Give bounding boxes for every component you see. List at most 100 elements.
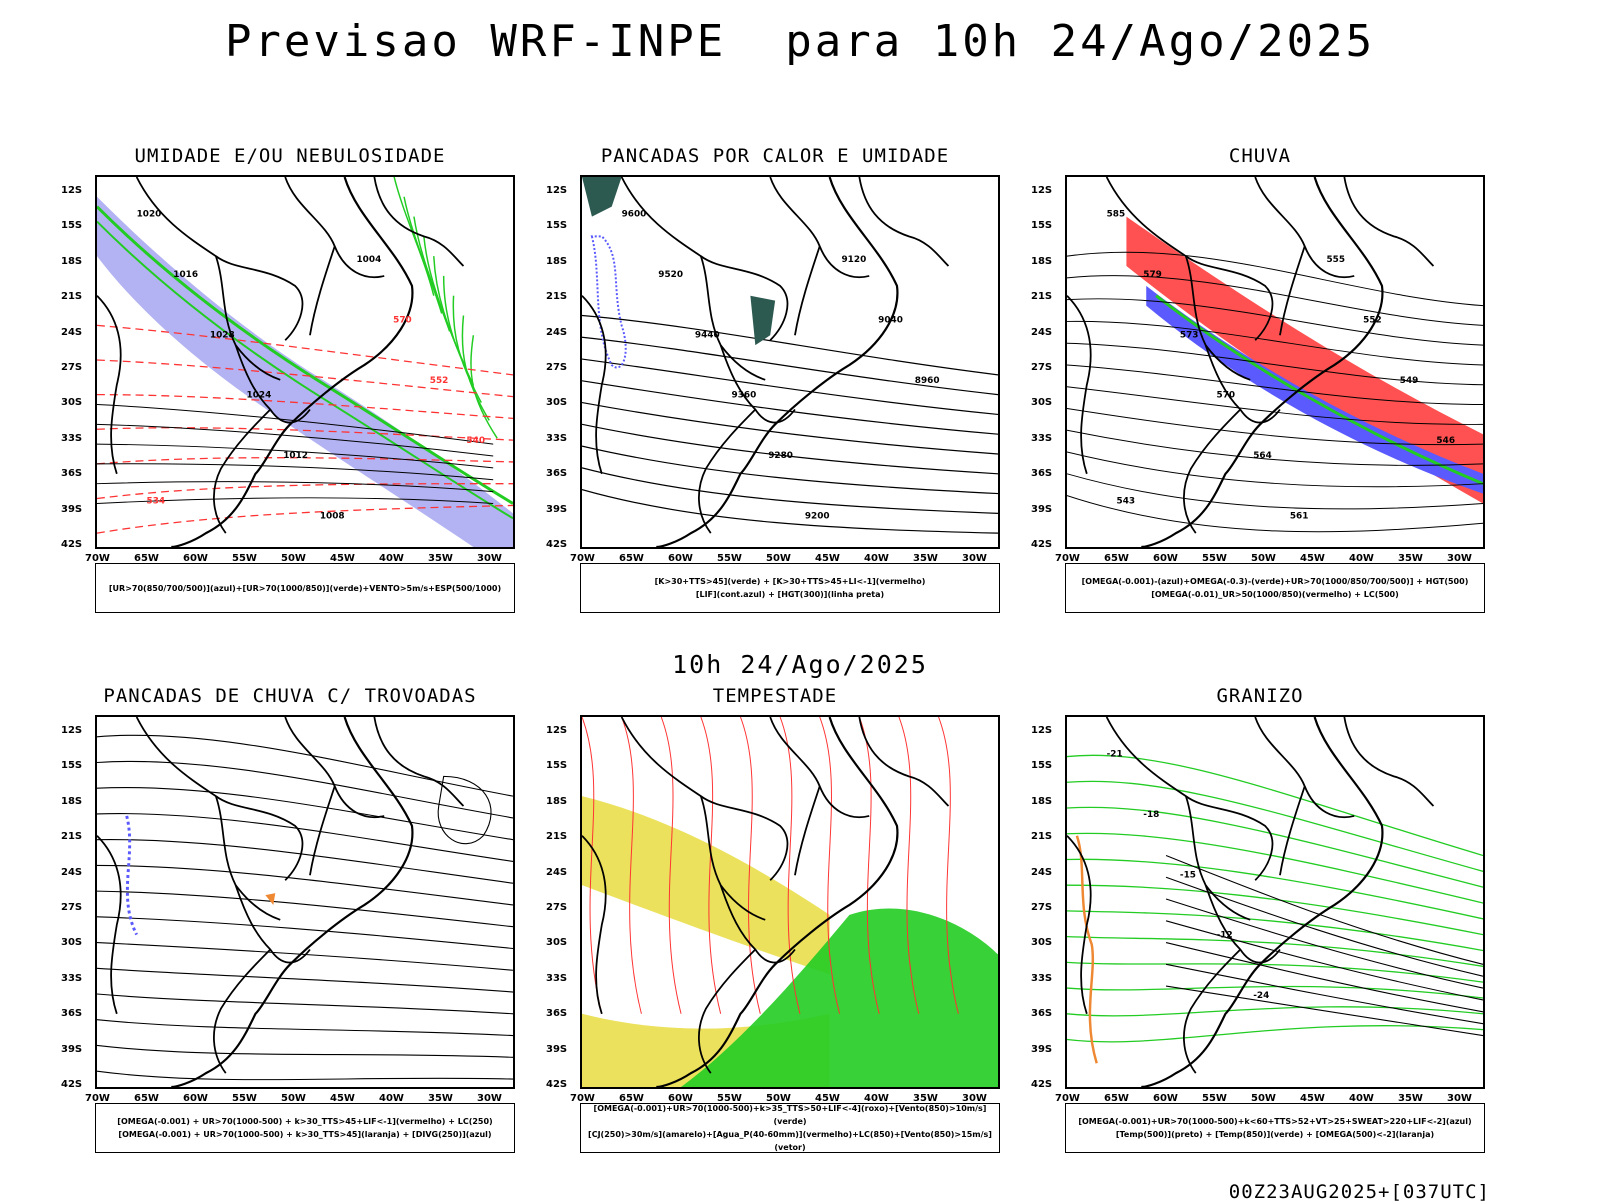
height-contour: [582, 336, 998, 396]
panel-umidade: UMIDADE E/OU NEBULOSIDADE 12S 15S 18S 21S 24S…: [55, 145, 525, 635]
weather-map: 9600 9520 9440 9360 9280 9200 9120 9040 8960: [580, 175, 1000, 549]
lon-tick-label: 45W: [1300, 1093, 1325, 1104]
temp500-black: [1165, 920, 1483, 1001]
lat-tick-label: 12S: [1031, 725, 1053, 736]
temp850-green: [1067, 1025, 1483, 1043]
humidity-green-contour: [393, 177, 435, 296]
lat-tick-label: 15S: [546, 220, 568, 232]
lon-tick-label: 30W: [962, 553, 987, 564]
legend-line: [CJ(250)>30m/s](amarelo)+[Agua_P(40-60mm…: [588, 1130, 992, 1152]
lon-tick-label: 35W: [913, 1093, 938, 1104]
streamline: [97, 839, 513, 884]
legend-line: [Temp(500)](preto) + [Temp(850)](verde) …: [1115, 1130, 1435, 1139]
contour-value-label: 549: [1400, 376, 1419, 386]
thickness-red-dashed: [97, 483, 513, 500]
lat-tick-label: 42S: [61, 1079, 83, 1090]
lon-tick-label: 55W: [1202, 553, 1227, 564]
contour-value-label: 9600: [622, 210, 647, 220]
country-border: [1279, 245, 1306, 336]
contour-value-label: 1012: [283, 451, 308, 461]
legend-line: [OMEGA(-0.01)_UR>50(1000/850)(vermelho) …: [1151, 590, 1399, 599]
country-border: [1183, 408, 1241, 534]
streamline-red: [621, 717, 642, 1014]
contour-value-label: 570: [1217, 391, 1236, 401]
map-canvas: 585 579 573 570 564 561 555 552 549 546 543: [1067, 177, 1483, 547]
lat-tick-label: 33S: [1031, 432, 1053, 444]
pressure-contour: [97, 404, 494, 445]
country-border: [620, 177, 789, 341]
lat-tick-label: 42S: [546, 1079, 568, 1090]
streamline-red: [582, 717, 603, 1014]
country-border: [1204, 884, 1281, 964]
lon-tick-label: 50W: [766, 1093, 791, 1104]
country-border: [1254, 717, 1355, 818]
country-border: [234, 344, 311, 424]
temp500-black: [1165, 854, 1483, 965]
lat-tick-label: 21S: [61, 291, 83, 303]
height-contour: [582, 423, 998, 475]
streamline-red: [819, 717, 841, 1014]
streamline: [97, 813, 513, 862]
legend-box: [OMEGA(-0.001) + UR>70(1000-500) + k>30_…: [95, 1103, 515, 1153]
country-border: [769, 717, 870, 818]
lon-tick-label: 35W: [913, 553, 938, 564]
streamline: [97, 864, 513, 906]
lat-tick-label: 36S: [546, 468, 568, 480]
weather-map: 585 579 573 570 564 561 555 552 549 546 543: [1065, 175, 1485, 549]
lon-tick-label: 30W: [1447, 553, 1472, 564]
coastline: [171, 177, 414, 547]
contour-value-label: 543: [1117, 496, 1136, 506]
lon-tick-label: 40W: [1349, 1093, 1374, 1104]
contour-value-label: 9440: [695, 330, 720, 340]
height-contour: [582, 380, 998, 435]
coastline: [656, 717, 899, 1087]
contour-value-label: 1016: [173, 270, 198, 280]
lat-tick-label: 39S: [1031, 1043, 1053, 1055]
lat-tick-label: 15S: [61, 220, 83, 232]
lon-tick-label: 60W: [668, 1093, 693, 1104]
streamline: [97, 1044, 513, 1058]
thickness-red-dashed: [97, 427, 513, 441]
country-border: [582, 835, 607, 1015]
weather-map: 1020 1016 1028 1024 1012 1008 1004 570 552 540 534: [95, 175, 515, 549]
lat-tick-label: 27S: [546, 902, 568, 913]
country-border: [858, 177, 950, 267]
overlay-fields: [582, 177, 998, 534]
lon-tick-label: 65W: [619, 1093, 644, 1104]
streamline: [97, 1019, 513, 1037]
lat-tick-label: 27S: [61, 362, 83, 373]
humidity-green-contour: [403, 196, 443, 314]
lat-tick-label: 36S: [546, 1008, 568, 1020]
country-border: [1185, 795, 1251, 921]
height-contour: [582, 401, 998, 455]
lat-tick-label: 30S: [1031, 937, 1053, 949]
lon-tick-label: 30W: [1447, 1093, 1472, 1104]
lon-tick-label: 40W: [1349, 553, 1374, 564]
lon-tick-label: 65W: [619, 553, 644, 564]
thunder-orange: [265, 893, 276, 905]
country-border: [373, 717, 465, 807]
height-contour: [582, 467, 998, 514]
contour-value-label: 552: [430, 376, 449, 386]
map-canvas: -21 -18 -15 -12 -24: [1067, 717, 1483, 1087]
country-border: [97, 835, 122, 1015]
lon-tick-label: 50W: [766, 553, 791, 564]
overlay-fields: [1067, 754, 1483, 1064]
lat-tick-label: 12S: [1031, 185, 1053, 196]
country-border: [1067, 295, 1092, 475]
panel-title: PANCADAS POR CALOR E UMIDADE: [600, 145, 950, 167]
legend-line: [LIF](cont.azul) + [HGT(300)](linha pret…: [695, 590, 885, 599]
lat-tick-label: 36S: [1031, 468, 1053, 480]
lon-tick-label: 55W: [1202, 1093, 1227, 1104]
country-border: [1105, 177, 1274, 341]
lon-tick-label: 50W: [281, 1093, 306, 1104]
lat-tick-label: 12S: [546, 185, 568, 196]
contour-value-label: 1020: [137, 210, 162, 220]
country-border: [234, 884, 311, 964]
contour-value-label: 546: [1436, 436, 1455, 446]
country-border: [1183, 948, 1241, 1074]
contour-value-label: 564: [1253, 451, 1272, 461]
lon-tick-label: 70W: [85, 1093, 110, 1104]
lon-tick-label: 40W: [864, 553, 889, 564]
country-border: [1343, 177, 1435, 267]
